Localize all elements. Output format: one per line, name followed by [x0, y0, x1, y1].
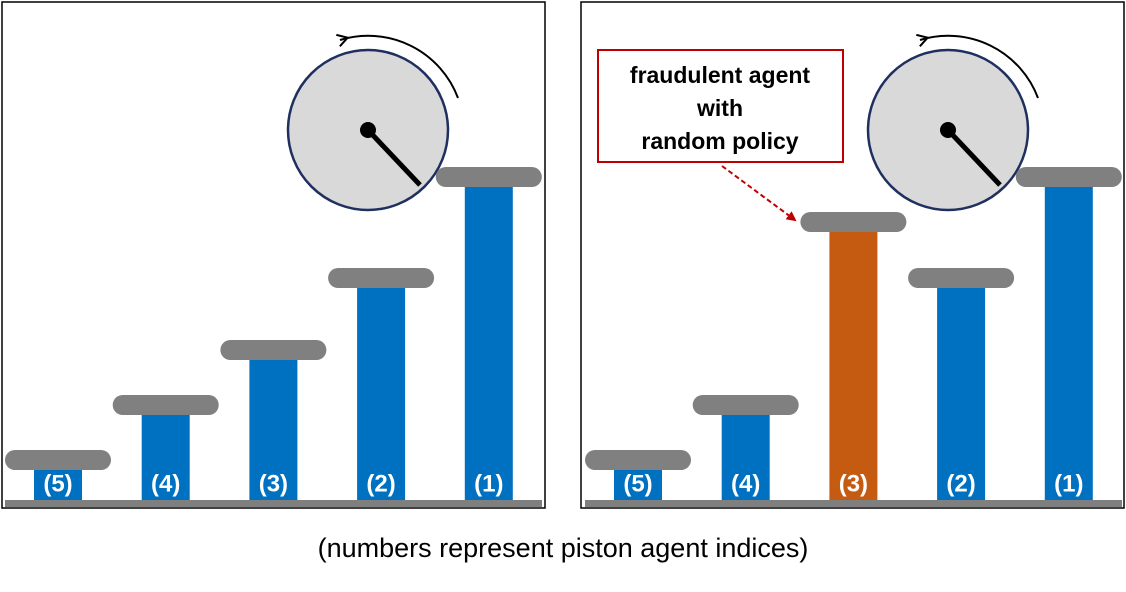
piston-rod [1044, 177, 1093, 500]
base-strip [5, 500, 542, 507]
callout-box [597, 49, 844, 163]
piston-label: (2) [946, 470, 975, 497]
piston-cap [1015, 167, 1122, 187]
piston-label: (5) [623, 470, 652, 497]
piston-cap [112, 395, 219, 415]
wheel-hand [366, 128, 422, 187]
piston-label: (4) [151, 470, 180, 497]
piston-label: (3) [839, 470, 868, 497]
piston-rod [721, 405, 770, 500]
piston-cap [908, 268, 1015, 288]
piston-rod [937, 278, 986, 500]
caption: (numbers represent piston agent indices) [318, 533, 809, 563]
piston-cap [800, 212, 907, 232]
piston-label: (1) [474, 470, 503, 497]
piston-label: (1) [1054, 470, 1083, 497]
piston-cap [692, 395, 799, 415]
callout-arrow [721, 165, 797, 222]
panel-frame [580, 1, 1125, 509]
piston-cap [5, 450, 111, 470]
rotation-arrow [336, 33, 459, 99]
wheel-hub [360, 122, 376, 138]
panel-frame [1, 1, 546, 509]
callout-text: random policy [641, 128, 798, 154]
wheel-hand [946, 128, 1002, 187]
piston-cap [220, 340, 327, 360]
piston-label: (4) [731, 470, 760, 497]
base-strip [585, 500, 1122, 507]
piston-label: (3) [259, 470, 288, 497]
wheel-hub [940, 122, 956, 138]
piston-rod [464, 177, 513, 500]
rotation-arrow [916, 33, 1039, 99]
callout-text: fraudulent agent [630, 62, 811, 88]
callout-text: with [696, 95, 743, 121]
piston-rod [249, 350, 298, 500]
piston-label: (5) [43, 470, 72, 497]
piston-rod [829, 222, 878, 500]
piston-label: (2) [366, 470, 395, 497]
piston-cap [328, 268, 435, 288]
piston-cap [585, 450, 691, 470]
piston-rod [357, 278, 406, 500]
piston-cap [435, 167, 542, 187]
piston-rod [141, 405, 190, 500]
